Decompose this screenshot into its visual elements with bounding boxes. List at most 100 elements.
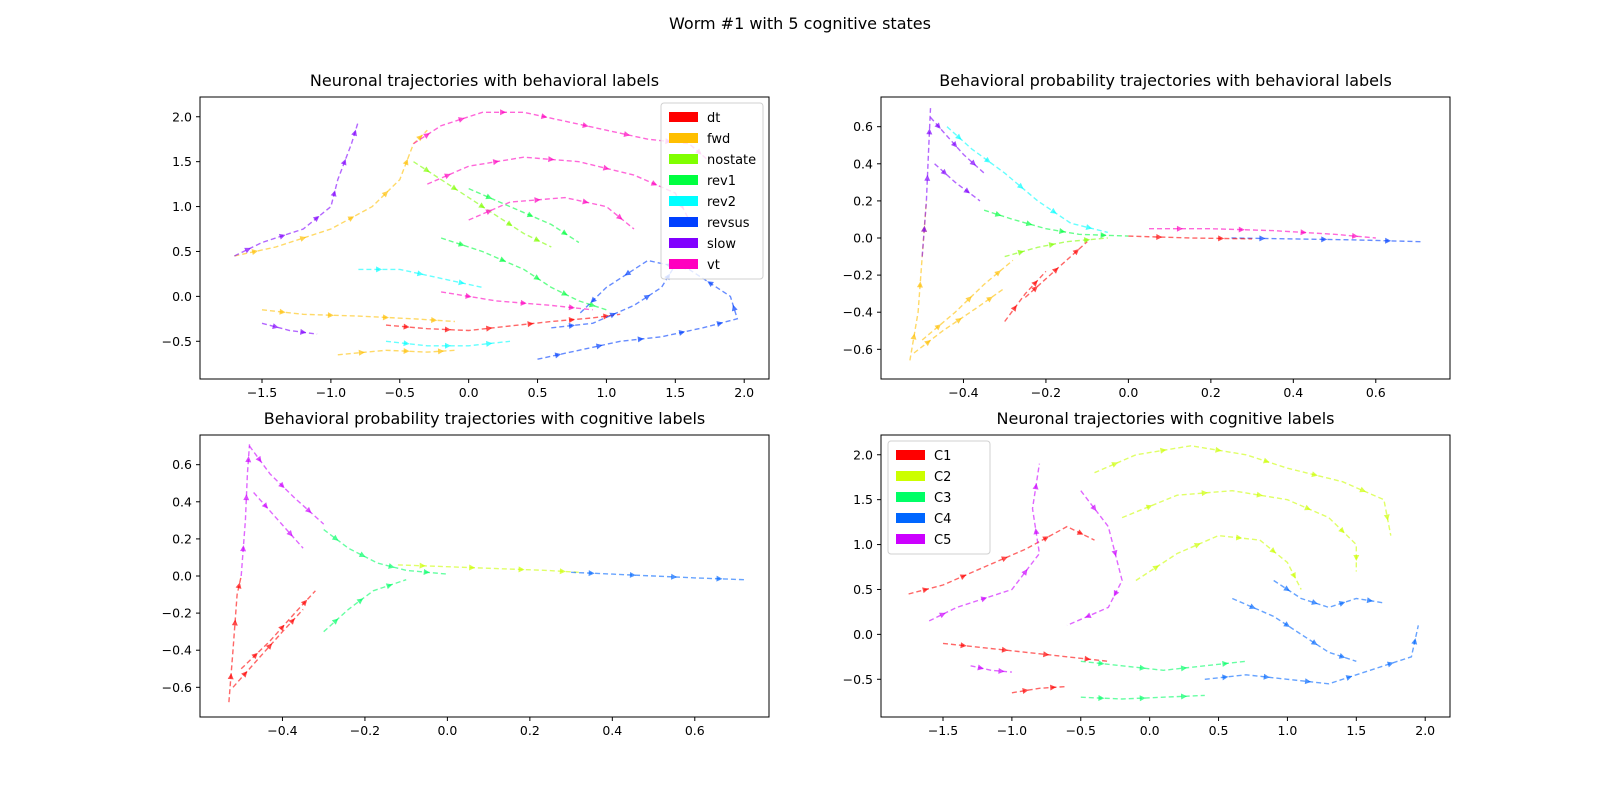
arrow-C3 — [1180, 693, 1188, 700]
arrow-C5 — [1113, 589, 1120, 597]
arrow-C5 — [240, 545, 247, 552]
arrow-dt — [1218, 235, 1225, 242]
arrow-C4 — [1411, 638, 1418, 645]
legend-swatch-dt — [669, 112, 698, 122]
arrow-C1 — [1022, 688, 1029, 694]
legend-swatch-nostate — [669, 154, 698, 164]
arrow-C2 — [1159, 447, 1167, 454]
panel-title: Neuronal trajectories with cognitive lab… — [996, 409, 1334, 428]
arrow-C2 — [1338, 526, 1345, 534]
arrow-fwd — [381, 190, 389, 198]
y-tick-label: −0.2 — [843, 268, 873, 283]
x-tick-label: 2.0 — [1415, 723, 1435, 738]
y-tick-label: 0.6 — [853, 119, 873, 134]
panel-probability-behavioral: Behavioral probability trajectories with… — [843, 71, 1451, 400]
arrow-C3 — [356, 598, 364, 605]
panel-neuronal-behavioral: Neuronal trajectories with behavioral la… — [162, 71, 770, 400]
y-tick-label: 0.2 — [172, 531, 192, 546]
x-tick-label: 0.4 — [602, 723, 622, 738]
arrow-vt — [520, 299, 527, 306]
trajectory-C2 — [1121, 489, 1357, 572]
arrow-slow — [244, 247, 251, 254]
trajectory-C3 — [323, 529, 448, 575]
arrow-fwd — [416, 134, 423, 142]
arrow-C2 — [1359, 486, 1366, 493]
arrow-fwd — [437, 348, 445, 355]
x-tick-label: −0.2 — [1031, 385, 1061, 400]
arrow-nostate — [1083, 237, 1091, 244]
trajectory-C1 — [1011, 685, 1068, 694]
trajectory-fwd — [261, 309, 455, 323]
arrow-nostate — [450, 184, 458, 191]
trajectory-C3 — [1080, 660, 1247, 672]
arrow-C5 — [278, 481, 285, 489]
arrow-fwd — [382, 314, 389, 321]
arrow-C2 — [518, 566, 525, 573]
trajectory-C5 — [253, 492, 304, 549]
arrow-C2 — [419, 562, 426, 569]
arrow-slow — [921, 225, 928, 232]
arrow-fwd — [358, 349, 365, 356]
arrow-C5 — [980, 596, 988, 603]
x-tick-label: 0.0 — [1118, 385, 1138, 400]
panel-title: Behavioral probability trajectories with… — [264, 409, 705, 428]
trajectory-C1 — [942, 642, 1109, 662]
arrow-slow — [924, 174, 931, 181]
trajectory-C4 — [1204, 625, 1419, 685]
arrow-C3 — [423, 569, 430, 576]
legend-swatch-rev1 — [669, 175, 698, 185]
arrow-fwd — [403, 348, 410, 355]
arrow-C5 — [261, 502, 268, 509]
arrow-dt — [568, 316, 575, 323]
arrow-rev2 — [403, 340, 410, 347]
legend-swatch-C2 — [896, 471, 925, 481]
arrow-C1 — [1001, 556, 1008, 562]
y-tick-label: −0.5 — [843, 672, 873, 687]
arrow-revsus — [707, 281, 714, 288]
arrow-fwd — [994, 270, 1001, 277]
x-tick-label: 0.5 — [1209, 723, 1229, 738]
plot-area — [227, 444, 745, 703]
arrow-C3 — [1222, 660, 1229, 667]
trajectory-C1 — [228, 575, 242, 703]
arrow-C4 — [1310, 639, 1318, 645]
arrow-fwd — [934, 324, 942, 331]
arrow-vt — [500, 109, 507, 116]
arrow-C1 — [1084, 655, 1091, 662]
arrow-C2 — [1262, 457, 1270, 464]
arrow-C3 — [358, 551, 366, 557]
arrow-vt — [1238, 226, 1245, 233]
legend-label-rev1: rev1 — [707, 174, 736, 189]
arrow-fwd — [251, 249, 259, 256]
arrow-C3 — [388, 563, 395, 569]
panel-title: Neuronal trajectories with behavioral la… — [310, 71, 659, 90]
axes-frame — [880, 434, 1451, 718]
arrow-fwd — [279, 308, 286, 315]
x-tick-label: −1.0 — [997, 723, 1027, 738]
trajectory-rev2 — [358, 268, 483, 289]
arrow-C4 — [1283, 621, 1290, 628]
x-tick-label: 0.4 — [1283, 385, 1303, 400]
axes-frame — [880, 96, 1451, 380]
arrow-nostate — [1017, 249, 1025, 256]
arrow-revsus — [637, 336, 644, 343]
arrow-C3 — [331, 534, 339, 541]
trajectory-vt — [468, 196, 635, 230]
legend-box — [660, 102, 764, 280]
arrow-C3 — [385, 583, 393, 590]
y-tick-label: −0.6 — [162, 680, 192, 695]
x-tick-label: −1.5 — [928, 723, 958, 738]
arrow-revsus — [1259, 235, 1266, 242]
panel-neuronal-cognitive: Neuronal trajectories with cognitive lab… — [843, 409, 1451, 738]
arrow-vt — [1176, 225, 1183, 232]
y-tick-label: −0.4 — [162, 643, 192, 658]
arrow-rev2 — [955, 133, 962, 140]
arrow-revsus — [643, 294, 651, 301]
arrow-C1 — [231, 619, 238, 626]
x-tick-label: 0.2 — [520, 723, 540, 738]
arrow-C2 — [1201, 490, 1208, 497]
arrow-C2 — [1193, 543, 1201, 549]
arrow-C2 — [469, 564, 476, 571]
legend-swatch-C1 — [896, 450, 925, 460]
arrow-vt — [444, 173, 451, 180]
